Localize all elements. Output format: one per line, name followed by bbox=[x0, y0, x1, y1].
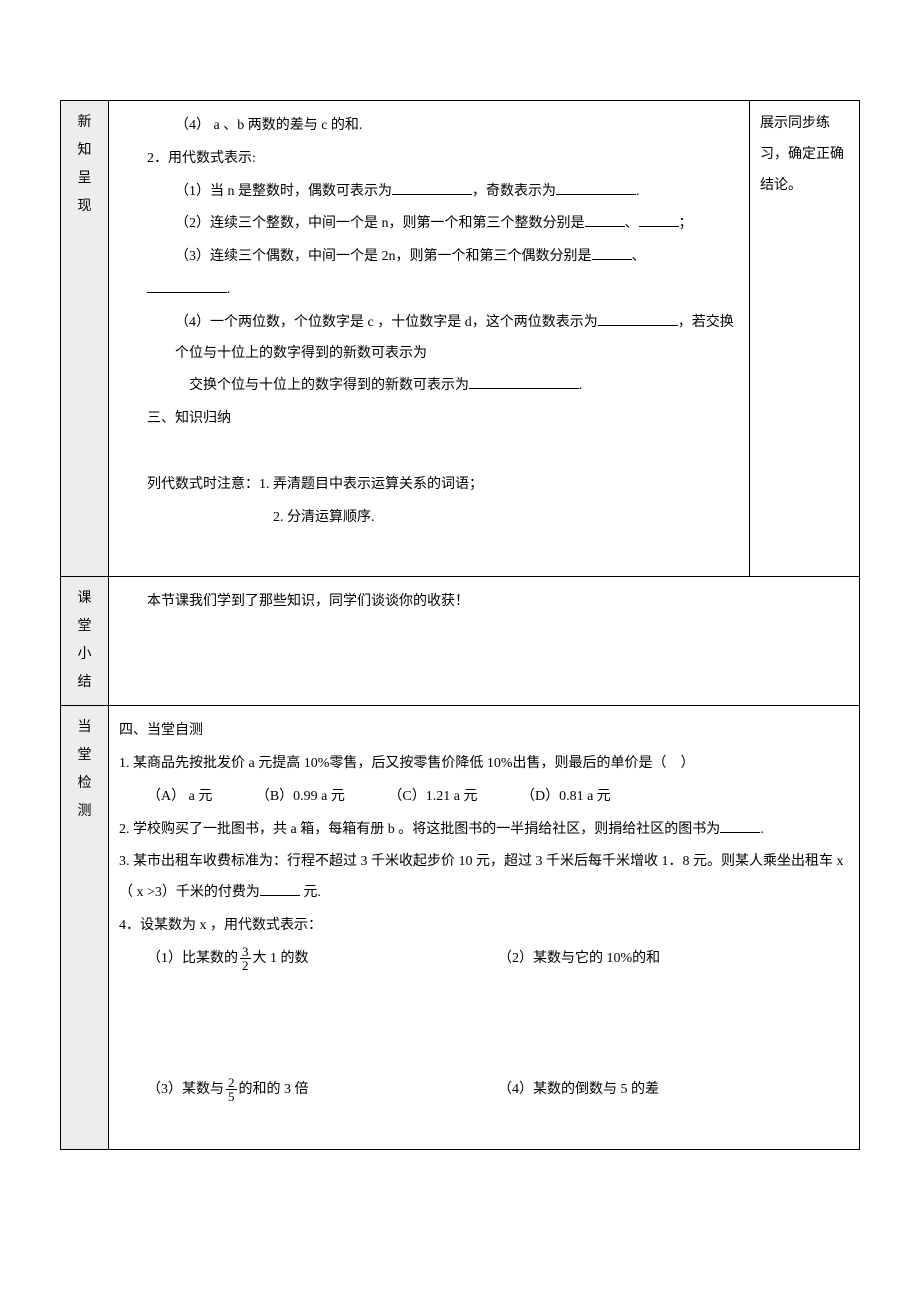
test-q4-title: 4．设某数为 x ，用代数式表示： bbox=[119, 911, 849, 942]
spacer bbox=[119, 1042, 849, 1073]
test-q2: 2. 学校购买了一批图书，共 a 箱，每箱有册 b 。将这批图书的一半捐给社区，… bbox=[119, 815, 849, 846]
q4-row1: （1）比某数的32大 1 的数 （2）某数与它的 10%的和 bbox=[119, 944, 849, 975]
blank bbox=[598, 312, 678, 326]
blank bbox=[469, 375, 579, 389]
q1-4: （4） a 、b 两数的差与 c 的和. bbox=[119, 111, 739, 142]
row-label-test: 当堂检测 bbox=[61, 706, 109, 1149]
spacer bbox=[119, 437, 739, 468]
row-summary: 课堂小结 本节课我们学到了那些知识，同学们谈谈你的收获！ bbox=[61, 577, 860, 706]
label-text: 课堂小结 bbox=[71, 585, 98, 697]
spacer bbox=[119, 535, 739, 566]
fraction: 25 bbox=[226, 1076, 237, 1103]
q2-3-b: 、 bbox=[632, 249, 646, 264]
opt-c: （C）1.21 a 元 bbox=[388, 782, 477, 813]
opt-d: （D）0.81 a 元 bbox=[521, 782, 611, 813]
q4-4: （4）某数的倒数与 5 的差 bbox=[498, 1075, 849, 1106]
blank bbox=[260, 882, 300, 896]
q2-4-a: （4）一个两位数，个位数字是 c ，十位数字是 d，这个两位数表示为 bbox=[175, 315, 598, 330]
row-label-summary: 课堂小结 bbox=[61, 577, 109, 706]
spacer bbox=[119, 1009, 849, 1040]
q2-title: 2．用代数式表示: bbox=[119, 144, 739, 175]
row-test: 当堂检测 四、当堂自测 1. 某商品先按批发价 a 元提高 10%零售，后又按零… bbox=[61, 706, 860, 1149]
blank bbox=[720, 819, 760, 833]
q4-row2: （3）某数与25的和的 3 倍 （4）某数的倒数与 5 的差 bbox=[119, 1075, 849, 1106]
q2-1-b: ，奇数表示为 bbox=[472, 184, 556, 199]
document-page: 新知呈现 （4） a 、b 两数的差与 c 的和. 2．用代数式表示: （1）当… bbox=[0, 0, 920, 1190]
q2-4-cont: 交换个位与十位上的数字得到的新数可表示为. bbox=[119, 371, 739, 402]
q2-3-cont: . bbox=[119, 275, 739, 306]
q2-1-a: （1）当 n 是整数时，偶数可表示为 bbox=[175, 184, 392, 199]
side-note: 展示同步练习，确定正确结论。 bbox=[750, 101, 860, 577]
q2-2-c: ； bbox=[679, 216, 693, 231]
opt-a: （A） a 元 bbox=[147, 782, 212, 813]
q4-1-b: 大 1 的数 bbox=[253, 951, 309, 966]
section4-title: 四、当堂自测 bbox=[119, 716, 849, 747]
row-new-knowledge: 新知呈现 （4） a 、b 两数的差与 c 的和. 2．用代数式表示: （1）当… bbox=[61, 101, 860, 577]
blank bbox=[556, 181, 636, 195]
test-q3: 3. 某市出租车收费标准为：行程不超过 3 千米收起步价 10 元，超过 3 千… bbox=[119, 847, 849, 909]
denominator: 5 bbox=[226, 1090, 237, 1103]
q2-b: . bbox=[760, 822, 764, 837]
blank bbox=[147, 279, 227, 293]
row-label-new-knowledge: 新知呈现 bbox=[61, 101, 109, 577]
q2-3-c: . bbox=[227, 282, 231, 297]
test-q1: 1. 某商品先按批发价 a 元提高 10%零售，后又按零售价降低 10%出售，则… bbox=[119, 749, 849, 780]
q4-2: （2）某数与它的 10%的和 bbox=[498, 944, 849, 975]
q4-1-a: （1）比某数的 bbox=[147, 951, 238, 966]
q2-2: （2）连续三个整数，中间一个是 n，则第一个和第三个整数分别是 、 ； bbox=[119, 209, 739, 240]
q2-3-a: （3）连续三个偶数，中间一个是 2n，则第一个和第三个偶数分别是 bbox=[175, 249, 592, 264]
fraction: 32 bbox=[240, 945, 251, 972]
q3-b: 元. bbox=[300, 885, 321, 900]
q2-3: （3）连续三个偶数，中间一个是 2n，则第一个和第三个偶数分别是 、 bbox=[119, 242, 739, 273]
spacer bbox=[119, 977, 849, 1008]
q2-4-c: . bbox=[579, 378, 583, 393]
blank bbox=[585, 213, 625, 227]
content-new-knowledge: （4） a 、b 两数的差与 c 的和. 2．用代数式表示: （1）当 n 是整… bbox=[109, 101, 750, 577]
section3-title: 三、知识归纳 bbox=[119, 404, 739, 435]
blank bbox=[592, 246, 632, 260]
numerator: 3 bbox=[240, 945, 251, 959]
lesson-table: 新知呈现 （4） a 、b 两数的差与 c 的和. 2．用代数式表示: （1）当… bbox=[60, 100, 860, 1150]
q4-3-a: （3）某数与 bbox=[147, 1082, 224, 1097]
label-text: 新知呈现 bbox=[71, 109, 98, 221]
q2-2-a: （2）连续三个整数，中间一个是 n，则第一个和第三个整数分别是 bbox=[175, 216, 585, 231]
q4-3: （3）某数与25的和的 3 倍 bbox=[147, 1075, 498, 1106]
numerator: 2 bbox=[226, 1076, 237, 1090]
blank bbox=[392, 181, 472, 195]
content-test: 四、当堂自测 1. 某商品先按批发价 a 元提高 10%零售，后又按零售价降低 … bbox=[109, 706, 860, 1149]
summary-text: 本节课我们学到了那些知识，同学们谈谈你的收获！ bbox=[119, 587, 849, 618]
denominator: 2 bbox=[240, 959, 251, 972]
q2-4: （4）一个两位数，个位数字是 c ，十位数字是 d，这个两位数表示为，若交换个位… bbox=[119, 308, 739, 370]
side-text: 展示同步练习，确定正确结论。 bbox=[760, 109, 849, 201]
q2-4-b: 交换个位与十位上的数字得到的新数可表示为 bbox=[189, 378, 469, 393]
note1: 列代数式时注意：1. 弄清题目中表示运算关系的词语； bbox=[119, 470, 739, 501]
content-summary: 本节课我们学到了那些知识，同学们谈谈你的收获！ bbox=[109, 577, 860, 706]
blank bbox=[639, 213, 679, 227]
q2-2-b: 、 bbox=[625, 216, 639, 231]
test-q1-options: （A） a 元 （B）0.99 a 元 （C）1.21 a 元 （D）0.81 … bbox=[119, 782, 849, 813]
q3-a: 3. 某市出租车收费标准为：行程不超过 3 千米收起步价 10 元，超过 3 千… bbox=[119, 854, 844, 900]
note2: 2. 分清运算顺序. bbox=[119, 503, 739, 534]
label-text: 当堂检测 bbox=[71, 714, 98, 826]
q2-1-c: . bbox=[636, 184, 640, 199]
spacer bbox=[119, 1108, 849, 1139]
q4-1: （1）比某数的32大 1 的数 bbox=[147, 944, 498, 975]
opt-b: （B）0.99 a 元 bbox=[256, 782, 345, 813]
q2-a: 2. 学校购买了一批图书，共 a 箱，每箱有册 b 。将这批图书的一半捐给社区，… bbox=[119, 822, 720, 837]
q4-3-b: 的和的 3 倍 bbox=[239, 1082, 309, 1097]
q2-1: （1）当 n 是整数时，偶数可表示为 ，奇数表示为. bbox=[119, 177, 739, 208]
